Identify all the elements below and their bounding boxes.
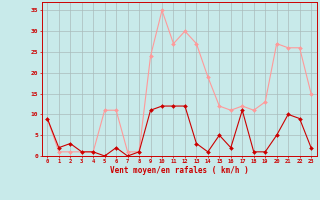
X-axis label: Vent moyen/en rafales ( km/h ): Vent moyen/en rafales ( km/h ) (110, 166, 249, 175)
